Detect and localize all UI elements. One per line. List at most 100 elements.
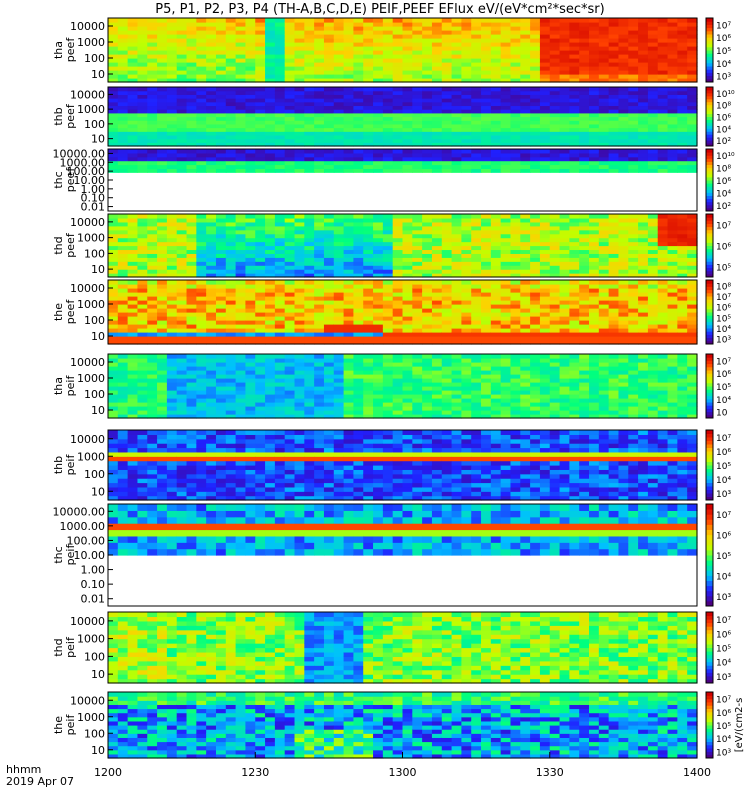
heat-cell bbox=[245, 257, 255, 262]
heat-cell bbox=[206, 131, 216, 135]
heat-cell bbox=[638, 222, 648, 227]
heat-cell bbox=[599, 135, 609, 139]
heat-cell bbox=[295, 382, 305, 387]
heat-cell bbox=[324, 374, 334, 379]
heat-cell bbox=[344, 265, 354, 270]
heat-cell bbox=[550, 70, 560, 75]
heat-cell bbox=[550, 300, 560, 305]
heat-cell bbox=[491, 320, 501, 325]
heat-cell bbox=[245, 98, 255, 102]
heat-cell bbox=[530, 91, 540, 95]
heat-cell bbox=[275, 386, 285, 391]
heat-cell bbox=[147, 161, 157, 165]
heat-cell bbox=[560, 22, 570, 27]
heat-cell bbox=[393, 22, 403, 27]
heat-cell bbox=[265, 157, 275, 161]
heat-cell bbox=[687, 336, 697, 341]
colorbar-swatch bbox=[706, 334, 713, 338]
heat-cell bbox=[363, 406, 373, 411]
heat-cell bbox=[334, 157, 344, 161]
heat-cell bbox=[461, 354, 471, 359]
heat-cell bbox=[118, 390, 128, 395]
heat-cell bbox=[638, 117, 648, 121]
heat-cell bbox=[530, 135, 540, 139]
heat-cell bbox=[275, 336, 285, 341]
heat-cell bbox=[393, 157, 403, 161]
heat-cell bbox=[128, 214, 138, 219]
heat-cell bbox=[314, 382, 324, 387]
heat-cell bbox=[560, 257, 570, 262]
heat-cell bbox=[118, 354, 128, 359]
heat-cell bbox=[226, 218, 236, 223]
heat-cell bbox=[373, 102, 383, 106]
heat-cell bbox=[589, 117, 599, 121]
heat-cell bbox=[618, 98, 628, 102]
heat-cell bbox=[687, 320, 697, 325]
heat-cell bbox=[422, 102, 432, 106]
heat-cell bbox=[560, 214, 570, 219]
heat-cell bbox=[304, 358, 314, 363]
heat-cell bbox=[304, 165, 314, 169]
heat-cell bbox=[422, 161, 432, 165]
heat-cell bbox=[255, 226, 265, 231]
heat-cell bbox=[295, 109, 305, 113]
heat-cell bbox=[540, 131, 550, 135]
heat-cell bbox=[128, 74, 138, 79]
colorbar-swatch bbox=[706, 249, 713, 253]
heat-cell bbox=[236, 304, 246, 309]
heat-cell bbox=[363, 34, 373, 39]
heat-cell bbox=[569, 284, 579, 289]
heat-cell bbox=[157, 249, 167, 254]
heat-cell bbox=[638, 253, 648, 258]
heat-cell bbox=[177, 246, 187, 251]
heat-cell bbox=[668, 168, 678, 172]
heat-cell bbox=[324, 292, 334, 297]
heat-cell bbox=[196, 222, 206, 227]
heat-cell bbox=[687, 22, 697, 27]
heat-cell bbox=[668, 120, 678, 124]
heat-cell bbox=[383, 139, 393, 143]
heat-cell bbox=[432, 402, 442, 407]
heat-cell bbox=[461, 234, 471, 239]
heat-cell bbox=[245, 149, 255, 153]
heat-cell bbox=[481, 87, 491, 91]
heat-cell bbox=[501, 165, 511, 169]
heat-cell bbox=[638, 157, 648, 161]
heat-cell bbox=[510, 218, 520, 223]
heat-cell bbox=[677, 70, 687, 75]
heat-cell bbox=[609, 62, 619, 67]
heat-cell bbox=[510, 54, 520, 59]
heat-cell bbox=[403, 50, 413, 55]
heat-cell bbox=[520, 324, 530, 329]
heat-cell bbox=[501, 280, 511, 285]
heat-cell bbox=[589, 109, 599, 113]
heat-cell bbox=[236, 109, 246, 113]
heat-cell bbox=[216, 94, 226, 98]
heat-cell bbox=[461, 135, 471, 139]
heat-cell bbox=[491, 113, 501, 117]
heat-cell bbox=[255, 153, 265, 157]
heat-cell bbox=[471, 120, 481, 124]
heat-cell bbox=[245, 94, 255, 98]
heat-cell bbox=[304, 328, 314, 333]
heat-cell bbox=[295, 390, 305, 395]
heat-cell bbox=[265, 370, 275, 375]
heat-cell bbox=[550, 139, 560, 143]
heat-cell bbox=[137, 139, 147, 143]
heat-cell bbox=[314, 332, 324, 337]
heat-cell bbox=[422, 366, 432, 371]
heat-cell bbox=[520, 218, 530, 223]
heat-cell bbox=[668, 105, 678, 109]
heat-cell bbox=[550, 38, 560, 43]
heat-cell bbox=[540, 91, 550, 95]
heat-cell bbox=[569, 98, 579, 102]
heat-cell bbox=[314, 34, 324, 39]
heat-cell bbox=[422, 22, 432, 27]
heat-cell bbox=[206, 354, 216, 359]
heat-cell bbox=[609, 109, 619, 113]
colorbar-tick-label: 10⁵ bbox=[716, 47, 731, 57]
heat-cell bbox=[510, 120, 520, 124]
heat-cell bbox=[137, 109, 147, 113]
heat-cell bbox=[275, 22, 285, 27]
heat-cell bbox=[177, 149, 187, 153]
